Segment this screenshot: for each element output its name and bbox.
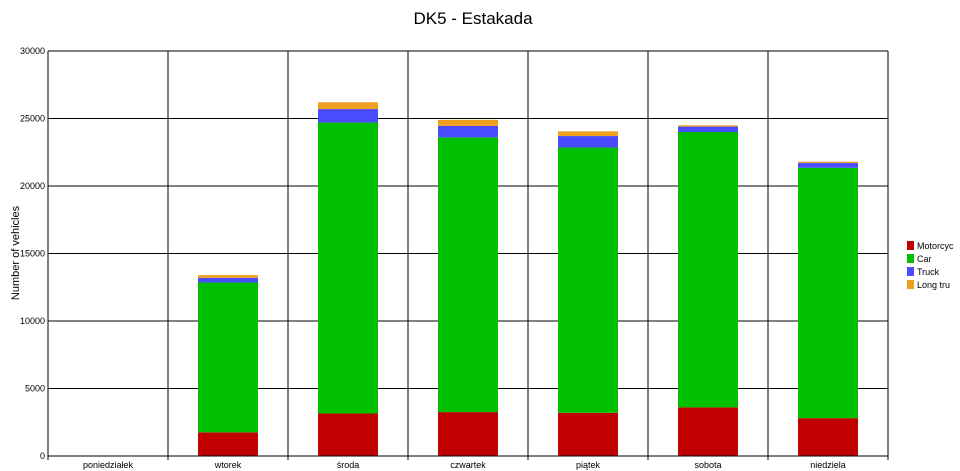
bar-segment [438, 412, 498, 456]
legend: Motorcyc Car Truck Long tru [907, 241, 954, 290]
bar-segment [678, 407, 738, 456]
x-tick-labels: poniedziałek wtorek środa czwartek piątek sob… [83, 460, 846, 470]
y-tick-label: 20000 [20, 181, 45, 191]
bar-segment [438, 137, 498, 413]
bar-segment [678, 126, 738, 132]
legend-label: Car [917, 254, 932, 264]
bar-segment [198, 282, 258, 433]
bar-segment [198, 277, 258, 283]
legend-label: Motorcyc [917, 241, 954, 251]
bar-segment [678, 132, 738, 408]
y-tick-label: 10000 [20, 316, 45, 326]
y-tick-labels: 0 5000 10000 15000 20000 25000 30000 [20, 46, 45, 461]
legend-swatch [907, 254, 914, 263]
y-axis-label: Number of vehicles [10, 205, 22, 300]
y-tick-label: 5000 [25, 384, 45, 394]
bar-segment [798, 418, 858, 456]
x-tick-label: wtorek [214, 460, 242, 470]
legend-swatch [907, 241, 914, 250]
bar-segment [438, 125, 498, 138]
y-tick-label: 30000 [20, 46, 45, 56]
bar-segment [318, 109, 378, 123]
y-tick-label: 15000 [20, 249, 45, 259]
y-tick-label: 25000 [20, 114, 45, 124]
bars [198, 102, 858, 456]
bar-segment [198, 432, 258, 456]
legend-label: Truck [917, 267, 940, 277]
bar-segment [558, 147, 618, 413]
axes [47, 51, 888, 457]
bar-segment [798, 167, 858, 419]
x-tick-label: niedziela [810, 460, 846, 470]
bar-segment [558, 136, 618, 148]
x-tick-label: środa [337, 460, 360, 470]
chart-title: DK5 - Estakada [413, 9, 533, 28]
bar-segment [318, 413, 378, 456]
legend-swatch [907, 267, 914, 276]
bar-segment [438, 119, 498, 126]
legend-label: Long tru [917, 280, 950, 290]
x-tick-label: sobota [694, 460, 721, 470]
bar-segment [798, 161, 858, 164]
legend-swatch [907, 280, 914, 289]
x-tick-label: piątek [576, 460, 601, 470]
bar-segment [558, 412, 618, 456]
bar-segment [198, 275, 258, 278]
bar-segment [318, 122, 378, 414]
x-tick-label: poniedziałek [83, 460, 134, 470]
bar-segment [678, 125, 738, 127]
y-tick-label: 0 [40, 451, 45, 461]
bar-segment [558, 131, 618, 137]
bar-segment [318, 102, 378, 110]
x-tick-label: czwartek [450, 460, 486, 470]
bar-segment [798, 163, 858, 168]
